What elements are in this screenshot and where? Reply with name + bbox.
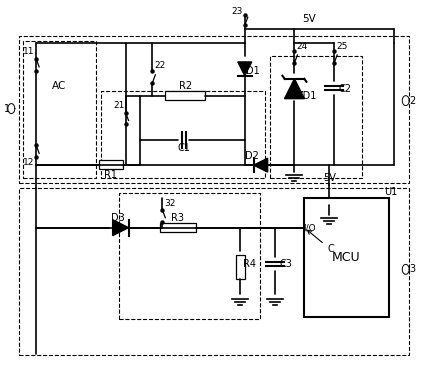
Bar — [19, 188, 408, 355]
Text: R3: R3 — [171, 213, 184, 223]
Text: R2: R2 — [179, 81, 192, 91]
Bar — [270, 56, 362, 178]
Text: 22: 22 — [155, 61, 166, 70]
Text: 1: 1 — [4, 103, 11, 113]
Polygon shape — [254, 158, 268, 172]
Bar — [165, 91, 205, 99]
Bar — [101, 91, 265, 178]
Text: 3: 3 — [410, 264, 416, 275]
Text: 11: 11 — [22, 47, 34, 55]
Bar — [119, 193, 260, 319]
Bar — [19, 36, 408, 183]
Text: 23: 23 — [231, 7, 243, 16]
Text: ZD1: ZD1 — [296, 91, 316, 101]
Text: C2: C2 — [338, 84, 352, 94]
Text: 12: 12 — [22, 158, 34, 167]
Text: 21: 21 — [113, 101, 124, 110]
Polygon shape — [238, 62, 252, 76]
Text: D3: D3 — [111, 213, 124, 223]
Bar — [99, 160, 122, 169]
Polygon shape — [113, 220, 129, 236]
Bar — [23, 41, 96, 178]
Text: 5V: 5V — [303, 14, 316, 24]
Text: U1: U1 — [384, 187, 397, 197]
Text: C3: C3 — [279, 259, 292, 269]
Bar — [160, 223, 196, 232]
Text: C: C — [308, 230, 334, 254]
Text: D2: D2 — [245, 151, 259, 161]
Text: 25: 25 — [336, 41, 348, 51]
Text: 32: 32 — [165, 199, 176, 208]
Bar — [236, 255, 245, 279]
Text: 5V: 5V — [323, 173, 335, 183]
Text: R4: R4 — [243, 259, 256, 269]
Text: AC: AC — [52, 81, 66, 91]
Text: D1: D1 — [246, 66, 260, 76]
Text: I/O: I/O — [303, 223, 316, 232]
Text: 24: 24 — [297, 41, 308, 51]
Text: C1: C1 — [178, 143, 191, 153]
Bar — [304, 198, 389, 317]
Text: MCU: MCU — [332, 251, 360, 264]
Text: R1: R1 — [104, 170, 117, 180]
Polygon shape — [284, 79, 304, 99]
Text: 2: 2 — [409, 96, 416, 106]
